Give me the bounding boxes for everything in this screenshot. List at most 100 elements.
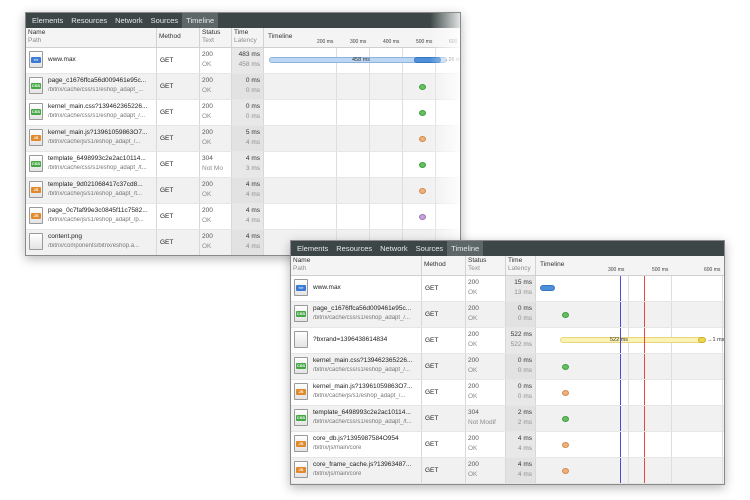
timeline-gridline — [628, 458, 629, 483]
request-latency: 0 ms — [517, 367, 532, 374]
column-method[interactable]: Method — [157, 28, 200, 47]
column-name[interactable]: Name Path — [26, 28, 157, 47]
request-row[interactable]: ?bxrand=1396438614834 GET 200 OK 522 ms 522 m… — [291, 328, 724, 354]
tab-elements[interactable]: Elements — [32, 16, 64, 25]
request-row[interactable]: CSS template_6498993c2e2ac10114... /bitrix… — [291, 406, 724, 432]
request-name: www.max — [313, 284, 341, 291]
request-name-cell[interactable]: CSS template_6498993c2e2ac10114... /bitrix… — [26, 152, 157, 177]
timeline-gridline — [628, 406, 629, 431]
request-name-cell[interactable]: JS kernel_main.js?13961059863O7... /bitrix… — [291, 380, 422, 405]
request-name-cell[interactable]: <> www.max — [291, 276, 422, 301]
request-row[interactable]: JS core_db.js?1395987584O954/bitrix/js/ma… — [291, 432, 724, 458]
request-status-cell: 200 OK — [466, 328, 506, 353]
request-row[interactable]: <> www.max GET 200 OK 15 ms 13 ms — [291, 276, 724, 302]
request-row[interactable]: CSS template_6498993c2e2ac10114... /bitrix… — [26, 152, 460, 178]
request-name-cell[interactable]: JS core_frame_cache.js?13963487... /bitrix… — [291, 458, 422, 483]
header-text-label: Text — [468, 265, 480, 272]
blank-icon — [294, 331, 308, 348]
request-name-cell[interactable]: content.png/bitrix/components/bitrix/esh… — [26, 230, 157, 255]
css-icon: CSS — [294, 305, 308, 322]
timeline-gridline — [628, 432, 629, 457]
red-event-line — [644, 276, 645, 301]
request-timeline-cell — [536, 406, 724, 431]
request-row[interactable]: JS kernel_main.js?13961059863O7... /bitrix… — [291, 380, 724, 406]
timing-marker — [419, 188, 426, 194]
tab-resources[interactable]: Resources — [71, 16, 108, 25]
request-name: page_c1676ffca56d009461e95c... — [313, 305, 412, 312]
request-name-cell[interactable]: CSS page_c1676ffca56d009461e95c... /bitrix… — [291, 302, 422, 327]
request-name-cell[interactable]: JS kernel_main.js?13961059863O7... /bitrix… — [26, 126, 157, 151]
tab-elements[interactable]: Elements — [297, 244, 329, 253]
column-status[interactable]: Status Text — [466, 256, 506, 275]
tab-network[interactable]: Network — [115, 16, 143, 25]
request-path: /bitrix/cache/css/s1/eshop_adapt_/t... — [48, 165, 147, 171]
timeline-gridline — [402, 152, 403, 177]
request-path: /bitrix/js/main/core — [313, 471, 362, 477]
timeline-gridline — [336, 204, 337, 229]
header-text-label: Text — [202, 37, 214, 44]
request-row[interactable]: CSS kernel_main.css?139462365226... /bitri… — [291, 354, 724, 380]
request-time-cell: 5 ms 4 ms — [232, 126, 264, 151]
request-time: 15 ms — [514, 279, 532, 286]
request-method: GET — [160, 135, 174, 142]
request-row[interactable]: JS core_frame_cache.js?13963487... /bitrix… — [291, 458, 724, 484]
column-status[interactable]: Status Text — [200, 28, 232, 47]
request-row[interactable]: CSS kernel_main.css?139462365226... /bitri… — [26, 100, 460, 126]
request-path: /bitrix/cache/js/s1/eshop_adapt_/... — [48, 139, 141, 145]
column-time[interactable]: Time Latency — [232, 28, 264, 47]
column-method[interactable]: Method — [422, 256, 466, 275]
status-code: 200 — [202, 129, 213, 136]
devtools-tabbar: Elements Resources Network Sources Timel… — [26, 13, 460, 28]
request-status-cell: 200 OK — [200, 74, 232, 99]
tab-sources[interactable]: Sources — [150, 16, 179, 25]
column-name[interactable]: Name Path — [291, 256, 422, 275]
request-method: GET — [425, 337, 439, 344]
request-status-cell: 200 OK — [200, 100, 232, 125]
timeline-gridline — [722, 432, 723, 457]
request-row[interactable]: CSS page_c1676ffca56d009461e95c... /bitrix… — [26, 74, 460, 100]
tab-timeline[interactable]: Timeline — [447, 241, 484, 256]
request-name-cell[interactable]: CSS page_c1676ffca56d009461e95c... /bitrix… — [26, 74, 157, 99]
request-row[interactable]: JS page_0c7faf99e3c0845f11c7582... /bitrix… — [26, 204, 460, 230]
tab-timeline[interactable]: Timeline — [182, 13, 219, 28]
tab-network[interactable]: Network — [380, 244, 408, 253]
red-event-line — [644, 458, 645, 483]
request-row[interactable]: JS kernel_main.js?13961059863O7... /bitrix… — [26, 126, 460, 152]
tab-resources[interactable]: Resources — [336, 244, 373, 253]
blue-event-line — [620, 432, 621, 457]
request-method-cell: GET — [157, 100, 200, 125]
css-icon: CSS — [29, 77, 43, 94]
column-time[interactable]: Time Latency — [506, 256, 536, 275]
timing-marker — [562, 442, 569, 448]
timeline-gridline — [336, 178, 337, 203]
request-name-cell[interactable]: <> www.max — [26, 48, 157, 73]
request-name-cell[interactable]: CSS kernel_main.css?139462365226... /bitri… — [26, 100, 157, 125]
status-code: 200 — [468, 331, 479, 338]
tab-sources[interactable]: Sources — [415, 244, 444, 253]
table-header: Name Path Method Status Text Time Latenc… — [291, 256, 724, 276]
column-timeline[interactable]: Timeline 300 ms 500 ms 600 ms — [536, 256, 724, 275]
timeline-gridline — [628, 354, 629, 379]
request-name: template_6498993c2e2ac10114... — [313, 409, 411, 416]
request-row[interactable]: CSS page_c1676ffca56d009461e95c... /bitrix… — [291, 302, 724, 328]
request-path: /bitrix/cache/css/s1/eshop_adapt_... — [48, 87, 144, 93]
request-latency: 4 ms — [245, 191, 260, 198]
request-name-cell[interactable]: CSS kernel_main.css?139462365226... /bitri… — [291, 354, 422, 379]
request-name-cell[interactable]: CSS template_6498993c2e2ac10114... /bitrix… — [291, 406, 422, 431]
request-name-cell[interactable]: JS page_0c7faf99e3c0845f11c7582... /bitrix… — [26, 204, 157, 229]
timing-bar-receive — [698, 337, 706, 343]
blue-event-line — [620, 380, 621, 405]
request-name-cell[interactable]: JS core_db.js?1395987584O954/bitrix/js/ma… — [291, 432, 422, 457]
timing-bar-receive — [540, 285, 555, 291]
red-event-line — [644, 328, 645, 353]
request-name-cell[interactable]: ?bxrand=1396438614834 — [291, 328, 422, 353]
status-text: OK — [468, 393, 478, 400]
status-code: 304 — [468, 409, 479, 416]
request-path: /bitrix/cache/js/s1/eshop_adapt_/... — [313, 393, 406, 399]
request-row[interactable]: JS template_9d021068417c37cd8... /bitrix/c… — [26, 178, 460, 204]
request-name-cell[interactable]: JS template_9d021068417c37cd8... /bitrix/c… — [26, 178, 157, 203]
timeline-gridline — [369, 100, 370, 125]
status-text: OK — [202, 243, 212, 250]
